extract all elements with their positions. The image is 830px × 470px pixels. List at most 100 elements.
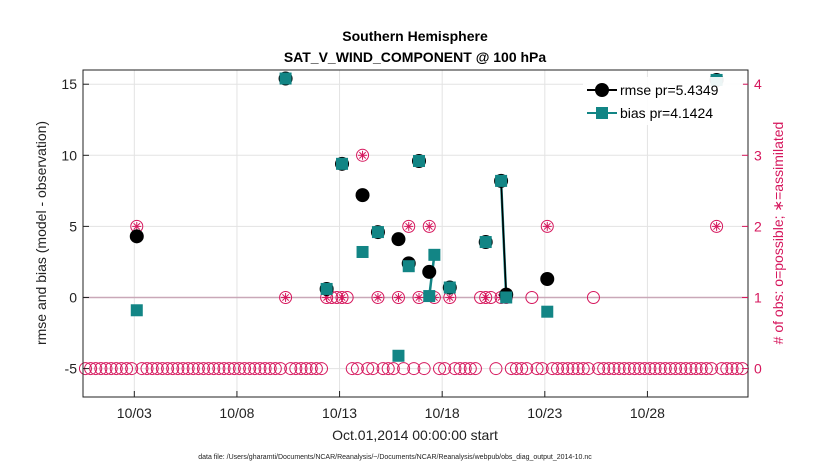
obs-assimilated-marker: [481, 292, 491, 302]
obs-possible-marker: [458, 362, 472, 376]
obs-possible-marker: [114, 362, 128, 376]
obs-assimilated-marker: [132, 221, 142, 231]
obs-possible-marker: [515, 362, 529, 376]
y-tick-label: 10: [61, 147, 77, 163]
bias-point: [428, 248, 441, 261]
obs-possible-marker: [535, 362, 549, 376]
obs-possible-marker: [438, 362, 452, 376]
obs-possible-marker: [243, 362, 257, 376]
bias-point: [495, 174, 508, 187]
chart-subtitle: SAT_V_WIND_COMPONENT @ 100 hPa: [284, 49, 547, 65]
legend-rmse-marker: [595, 83, 609, 97]
obs-possible-marker: [653, 362, 667, 376]
obs-assimilated-stroke: [543, 222, 551, 230]
obs-possible-marker: [145, 362, 159, 376]
obs-possible-marker: [684, 362, 698, 376]
obs-possible-marker: [366, 362, 380, 376]
y-tick-label: 5: [69, 218, 77, 234]
obs-assimilated-marker: [542, 221, 552, 231]
obs-possible-marker: [314, 362, 328, 376]
obs-possible-marker: [607, 362, 621, 376]
obs-possible-marker: [166, 362, 180, 376]
y-axis-label: rmse and bias (model - observation): [33, 121, 49, 345]
obs-possible-marker: [710, 219, 724, 233]
obs-possible-marker: [371, 290, 385, 304]
bias-point: [423, 290, 436, 303]
y-right-tick-label: 2: [754, 218, 762, 234]
x-tick-label: 10/23: [527, 405, 562, 421]
obs-possible-marker: [704, 362, 718, 376]
legend: rmse pr=5.4349 bias pr=4.1424: [583, 77, 743, 125]
obs-possible-marker: [273, 362, 287, 376]
bias-point: [443, 281, 456, 294]
obs-possible-marker: [530, 362, 544, 376]
obs-possible-marker: [89, 362, 103, 376]
obs-possible-marker: [155, 362, 169, 376]
y-right-tick-label: 3: [754, 147, 762, 163]
obs-possible-marker: [191, 362, 205, 376]
obs-possible-marker: [540, 219, 554, 233]
obs-possible-marker: [232, 362, 246, 376]
obs-possible-marker: [350, 362, 364, 376]
obs-assimilated-marker: [358, 150, 368, 160]
obs-possible-marker: [407, 362, 421, 376]
rmse-point: [391, 232, 406, 247]
bias-point: [130, 304, 143, 317]
obs-possible-marker: [479, 290, 493, 304]
obs-possible-marker: [679, 362, 693, 376]
obs-possible-marker: [345, 362, 359, 376]
rmse-line-segment: [500, 180, 507, 295]
rmse-point: [129, 229, 144, 244]
x-tick-label: 10/13: [322, 405, 357, 421]
obs-possible-marker: [509, 362, 523, 376]
x-axis-label: Oct.01,2014 00:00:00 start: [332, 427, 498, 443]
obs-possible-marker: [227, 362, 241, 376]
obs-assimilated-stroke: [338, 293, 346, 302]
obs-possible-marker: [592, 362, 606, 376]
rmse-point: [355, 188, 370, 203]
obs-possible-marker: [715, 362, 729, 376]
x-tick-label: 10/08: [219, 405, 254, 421]
obs-assimilated-stroke: [359, 151, 367, 159]
obs-possible-marker: [391, 290, 405, 304]
obs-assimilated-marker: [414, 292, 424, 302]
x-tick-label: 10/18: [425, 405, 460, 421]
obs-possible-marker: [120, 362, 134, 376]
y-tick-label: -5: [65, 361, 78, 377]
obs-possible-marker: [699, 362, 713, 376]
obs-possible-marker: [299, 362, 313, 376]
obs-possible-marker: [720, 362, 734, 376]
obs-possible-marker: [669, 362, 683, 376]
obs-possible-marker: [658, 362, 672, 376]
bias-point: [479, 236, 492, 249]
obs-possible-marker: [78, 362, 92, 376]
obs-possible-marker: [566, 362, 580, 376]
y-tick-label: 15: [61, 76, 77, 92]
obs-possible-marker: [186, 362, 200, 376]
obs-possible-marker: [94, 362, 108, 376]
footnote: data file: /Users/gharamti/Documents/NCA…: [198, 454, 592, 461]
obs-possible-marker: [238, 362, 252, 376]
obs-assimilated-stroke: [394, 293, 402, 302]
obs-assimilated-marker: [404, 221, 414, 231]
obs-possible-marker: [397, 362, 411, 376]
series-layer: [129, 71, 724, 362]
obs-possible-marker: [525, 290, 539, 304]
obs-assimilated-stroke: [282, 293, 290, 302]
obs-assimilated-stroke: [374, 293, 382, 302]
obs-possible-marker: [386, 362, 400, 376]
obs-possible-marker: [309, 362, 323, 376]
obs-possible-marker: [597, 362, 611, 376]
obs-assimilated-marker: [712, 221, 722, 231]
obs-possible-marker: [622, 362, 636, 376]
obs-possible-marker: [356, 148, 370, 162]
obs-possible-marker: [581, 362, 595, 376]
obs-assimilated-stroke: [405, 222, 413, 230]
obs-assimilated-marker: [424, 221, 434, 231]
y-right-tick-label: 0: [754, 361, 762, 377]
obs-possible-marker: [284, 362, 298, 376]
obs-possible-marker: [551, 362, 565, 376]
obs-possible-marker: [633, 362, 647, 376]
obs-possible-marker: [520, 362, 534, 376]
obs-possible-marker: [376, 362, 390, 376]
